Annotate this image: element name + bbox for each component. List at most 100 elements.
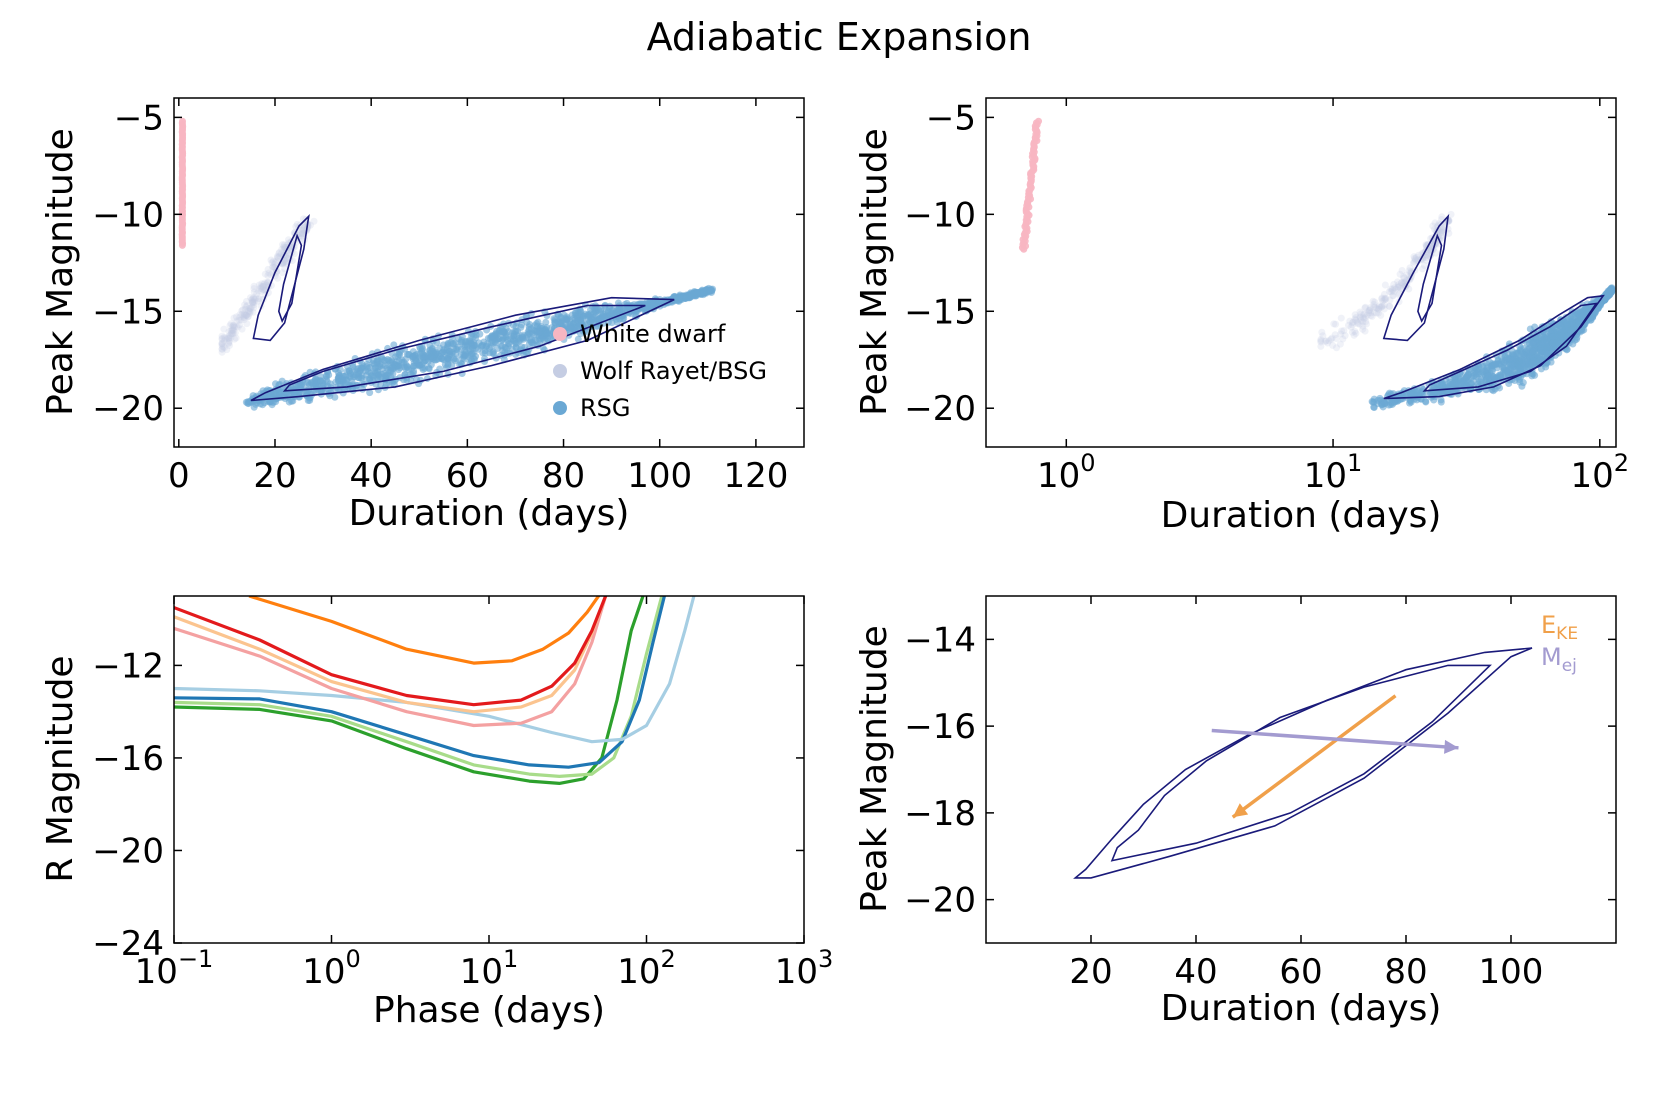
wolf-rayet-point: [230, 314, 238, 322]
wolf-rayet-point: [1434, 221, 1442, 229]
wolf-rayet-point: [249, 308, 257, 316]
rsg-point: [439, 348, 447, 356]
wolf-rayet-point: [230, 323, 238, 331]
x-tick-label: 20: [253, 456, 296, 496]
wolf-rayet-point: [1370, 300, 1378, 308]
wolf-rayet-point: [1356, 313, 1364, 321]
wolf-rayet-point: [248, 296, 256, 304]
wolf-rayet-point: [218, 340, 226, 348]
rsg-point: [543, 330, 551, 338]
x-tick-label: 40: [1174, 952, 1217, 992]
wolf-rayet-point: [1378, 303, 1386, 311]
wolf-rayet-point: [278, 245, 286, 253]
wolf-rayet-point: [1374, 309, 1382, 317]
wolf-rayet-point: [234, 323, 242, 331]
wolf-rayet-point: [1360, 315, 1368, 323]
rsg-point: [606, 304, 614, 312]
rsg-point: [621, 301, 629, 309]
rsg-point: [1380, 400, 1388, 408]
wolf-rayet-point: [1432, 249, 1440, 257]
y-tick-label: −14: [904, 620, 976, 660]
wolf-rayet-point: [1389, 292, 1397, 300]
rsg-point: [1504, 349, 1512, 357]
wolf-rayet-point: [264, 278, 272, 286]
wolf-rayet-point: [250, 288, 258, 296]
wolf-rayet-point: [276, 252, 284, 260]
wolf-rayet-point: [271, 258, 279, 266]
wolf-rayet-point: [244, 313, 252, 321]
wolf-rayet-point: [1367, 312, 1375, 320]
panel-top-right: 100 101 102 −20 −15 −10 −5 Duration (days) Pea…: [854, 97, 1629, 536]
rsg-point: [468, 345, 476, 353]
wolf-rayet-point: [241, 305, 249, 313]
wolf-rayet-point: [246, 307, 254, 315]
wolf-rayet-point: [1405, 285, 1413, 293]
rsg-point: [501, 348, 509, 356]
y-tick-label: −20: [92, 831, 164, 871]
wolf-rayet-point: [238, 310, 246, 318]
y-tick-label: −5: [114, 98, 164, 138]
x-axis-label: Phase (days): [373, 990, 605, 1031]
wolf-rayet-point: [236, 313, 244, 321]
wolf-rayet-point: [255, 295, 263, 303]
wolf-rayet-point: [1347, 323, 1355, 331]
wolf-rayet-point: [246, 308, 254, 316]
rsg-point: [476, 330, 484, 338]
wolf-rayet-point: [1370, 309, 1378, 317]
tick-group: 100 101 102 −20 −15 −10 −5: [904, 98, 1629, 496]
rsg-point: [707, 287, 715, 295]
wolf-rayet-point: [1332, 320, 1340, 328]
wolf-rayet-point: [1357, 316, 1365, 324]
wolf-rayet-point: [244, 307, 252, 315]
wolf-rayet-point: [1361, 304, 1369, 312]
wolf-rayet-point: [1436, 227, 1444, 235]
light-curve-light-green: [174, 596, 664, 778]
wolf-rayet-point: [1380, 290, 1388, 298]
wolf-rayet-point: [265, 269, 273, 277]
wolf-rayet-point: [225, 339, 233, 347]
rsg-point: [495, 329, 503, 337]
wolf-rayet-point: [250, 298, 258, 306]
rsg-point: [1543, 343, 1551, 351]
rsg-point: [1386, 389, 1394, 397]
wolf-rayet-point: [228, 326, 236, 334]
wolf-rayet-point: [255, 287, 263, 295]
wolf-rayet-point: [252, 294, 260, 302]
wolf-rayet-point: [275, 250, 283, 258]
y-tick-label: −24: [92, 924, 164, 964]
wolf-rayet-point: [1375, 305, 1383, 313]
scatter-area: [1018, 117, 1616, 412]
wolf-rayet-point: [1381, 294, 1389, 302]
rsg-point: [550, 315, 558, 323]
wolf-rayet-point: [1394, 278, 1402, 286]
x-tick-label: 100: [1037, 449, 1096, 496]
wolf-rayet-point: [258, 280, 266, 288]
figure-title: Adiabatic Expansion: [647, 15, 1032, 59]
wolf-rayet-point: [1420, 262, 1428, 270]
wolf-rayet-point: [218, 348, 226, 356]
y-axis-label: R Magnitude: [40, 655, 81, 882]
x-tick-label: 80: [1384, 952, 1427, 992]
rsg-point: [575, 310, 583, 318]
wolf-rayet-point: [1385, 303, 1393, 311]
rsg-point: [1454, 380, 1462, 388]
rsg-point: [1518, 382, 1526, 390]
wolf-rayet-point: [1410, 258, 1418, 266]
wolf-rayet-point: [1322, 337, 1330, 345]
wolf-rayet-point: [230, 323, 238, 331]
rsg-point: [567, 323, 575, 331]
rsg-point: [467, 356, 475, 364]
wolf-rayet-point: [228, 327, 236, 335]
rsg-point: [403, 363, 411, 371]
wolf-rayet-point: [1403, 271, 1411, 279]
rsg-point: [374, 386, 382, 394]
wolf-rayet-point: [249, 298, 257, 306]
rsg-point: [438, 355, 446, 363]
rsg-point: [519, 331, 527, 339]
wolf-rayet-point: [1317, 337, 1325, 345]
wolf-rayet-point: [1379, 297, 1387, 305]
wolf-rayet-point: [1361, 327, 1369, 335]
wolf-rayet-point: [244, 313, 252, 321]
x-tick-label: 100: [1479, 952, 1544, 992]
wolf-rayet-point: [279, 269, 287, 277]
